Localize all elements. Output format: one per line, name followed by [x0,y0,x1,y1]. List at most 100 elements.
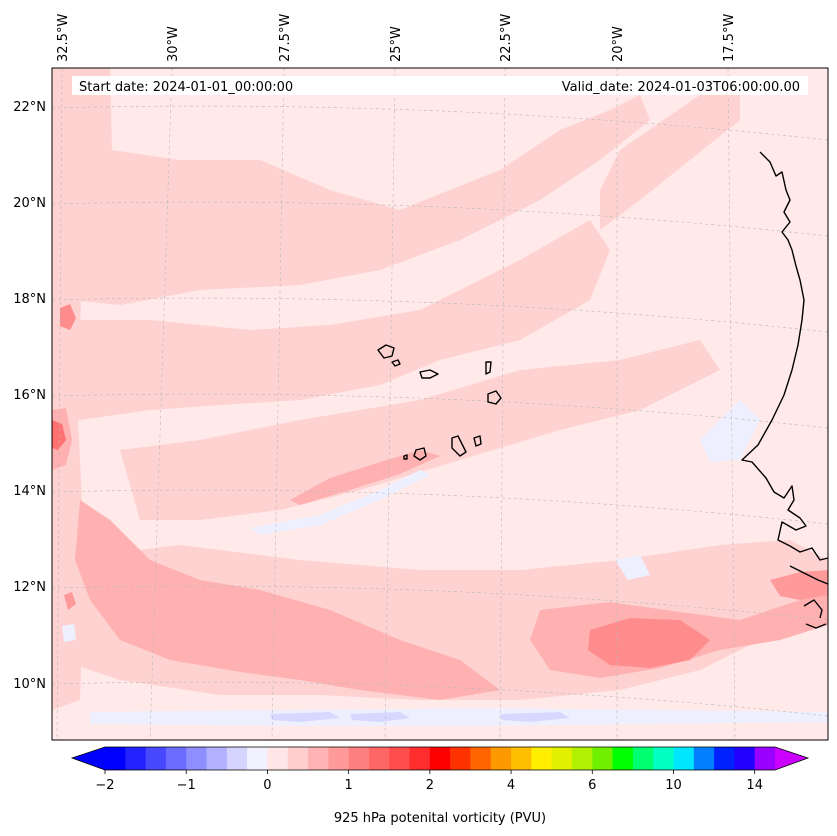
parallel-10n [51,681,829,717]
island-brava [403,454,408,460]
pv-strong-west-spot-3 [64,592,76,610]
colorbar-cells [105,747,776,770]
colorbar-cell [734,747,756,770]
lon-label: 25°W [389,26,404,62]
colorbar-cell [653,747,674,770]
colorbar-cell [368,747,390,770]
pv-negative-east-2 [615,555,650,580]
pv-band-ne-streak [600,90,740,230]
colorbar-cell [165,747,187,770]
colorbar-tick-label: 1 [344,778,352,793]
lon-label: 32.5°W [56,14,71,62]
colorbar-cell [612,747,634,770]
colorbar-cell [308,747,329,770]
colorbar-tick-label: 2 [426,778,434,793]
pv-negative-spot-3 [500,712,570,722]
pv-band-central [52,220,610,430]
parallel-18n [51,297,829,333]
colorbar-tick-label: −2 [95,778,114,793]
lat-label: 18°N [13,292,46,307]
colorbar-tick-label: 14 [746,778,763,793]
lon-label: 30°W [166,26,181,62]
colorbar-cell [592,747,614,770]
colorbar-cell [125,747,147,770]
colorbar-cell [511,747,532,770]
latitude-labels: 22°N 20°N 18°N 16°N 14°N 12°N 10°N [13,100,46,692]
pv-medium-south-west [75,500,500,700]
lat-label: 22°N [13,100,46,115]
pv-negative-band-south [90,708,828,726]
longitude-labels: 32.5°W 30°W 27.5°W 25°W 22.5°W 20°W 17.5… [56,14,737,62]
colorbar-extend-low [72,747,105,770]
meridian-25w [384,67,396,741]
colorbar-cell [571,747,593,770]
colorbar-cell [754,747,776,770]
colorbar-cell [632,747,654,770]
island-boa-vista [487,390,502,405]
header-box [72,76,808,95]
island-fogo [413,447,427,461]
colorbar-cell [389,747,411,770]
colorbar-cell [450,747,471,770]
pv-band-north [52,68,650,305]
colorbar-cell [247,747,268,770]
graticule [51,67,829,741]
lat-label: 10°N [13,677,46,692]
island-santiago [451,435,467,457]
colorbar-cell [673,747,695,770]
colorbar-tick-label: 10 [665,778,682,793]
lon-label: 17.5°W [722,14,737,62]
meridian-22-5w [499,67,506,741]
colorbar: −2 −1 0 1 2 4 6 10 14 925 hPa potenital vorticit… [70,746,810,826]
lat-label: 16°N [13,388,46,403]
lat-label: 12°N [13,580,46,595]
colorbar-tick-label: 0 [263,778,271,793]
pv-band-diagonal [120,340,720,520]
lon-label: 22.5°W [499,14,514,62]
pv-strong-west-spot-1 [60,304,76,330]
colorbar-cell [206,747,228,770]
pv-medium-streak [290,450,440,505]
colorbar-cell [551,747,573,770]
island-sao-nicolau [419,369,439,379]
colorbar-cell [693,747,715,770]
colorbar-cell [470,747,492,770]
colorbar-cell [348,747,370,770]
meridian-17-5w [727,67,736,741]
colorbar-tick-label: −1 [177,778,196,793]
parallel-16n [51,393,829,429]
colorbar-cell [186,747,208,770]
pv-negative-spot-2 [350,712,410,722]
colorbar-cell [429,747,451,770]
meridian-32-5w [56,67,63,741]
colorbar-cell [287,747,309,770]
colorbar-tick-label: 4 [507,778,515,793]
parallel-12n [51,585,829,621]
valid-date-label: Valid_date: 2024-01-03T06:00:00.00 [562,80,800,95]
parallel-14n [51,489,829,525]
colorbar-cell [531,747,553,770]
colorbar-cell [226,747,248,770]
lat-label: 14°N [13,484,46,499]
colorbar-ticks: −2 −1 0 1 2 4 6 10 14 [95,770,763,793]
colorbar-cell [145,747,167,770]
meridian-27-5w [271,67,285,741]
colorbar-title: 925 hPa potenital vorticity (PVU) [334,811,546,826]
pv-field [52,68,828,726]
parallel-20n [51,201,829,237]
colorbar-cell [105,747,126,770]
lat-label: 20°N [13,196,46,211]
pv-strong-east-blob [588,618,710,668]
colorbar-extend-high [775,747,808,770]
pv-negative-streak-central [250,470,430,535]
parallel-22n [51,105,829,141]
colorbar-cell [267,747,289,770]
meridian-30w [149,67,173,741]
island-sao-vicente [391,359,401,367]
pv-negative-west [62,624,76,642]
map-panel: Start date: 2024-01-01_00:00:00 Valid_da… [51,67,829,741]
island-santo-antao [377,344,395,359]
island-maio [473,435,482,447]
colorbar-tick-label: 6 [588,778,596,793]
